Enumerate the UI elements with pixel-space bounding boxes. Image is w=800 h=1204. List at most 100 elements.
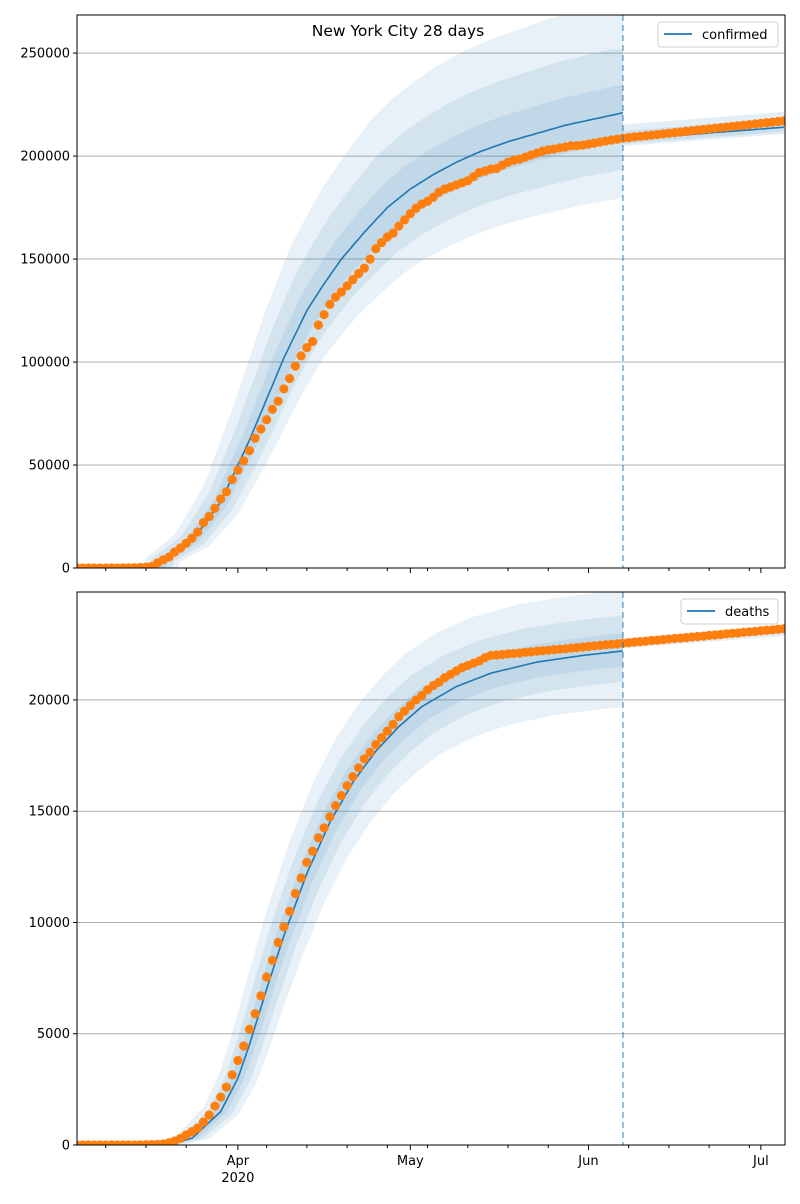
observed-point [221, 487, 232, 497]
plot-area [77, 592, 785, 1145]
observed-point [285, 373, 295, 384]
y-tick-label: 10000 [29, 916, 70, 931]
deaths-panel: 0 5000 10000 15000 20000 Apr 2020 May Jun Jul deat… [29, 591, 786, 1186]
observed-point [273, 937, 283, 948]
observed-point [187, 533, 197, 543]
confidence-band-1 [140, 49, 623, 568]
observed-point [193, 527, 203, 537]
observed-point [290, 888, 300, 899]
observed-point [365, 747, 375, 757]
observed-point [204, 511, 214, 522]
observed-point [394, 712, 404, 722]
observed-point [336, 287, 346, 297]
axes-frame [76, 14, 786, 569]
observed-point [308, 846, 318, 856]
observed-point [216, 494, 226, 504]
x-tick-label: Jul [752, 1154, 769, 1169]
observed-point [279, 384, 289, 394]
observed-point [193, 1123, 203, 1133]
observed-point [267, 404, 277, 415]
legend: confirmed [657, 21, 779, 48]
observed-point [250, 433, 260, 443]
observed-point [325, 299, 335, 309]
observed-point [302, 857, 312, 867]
observed-point [342, 281, 352, 291]
x-tick-label: May [397, 1154, 424, 1169]
legend-box [657, 21, 779, 48]
observed-point [198, 518, 209, 528]
observed-point [359, 263, 369, 273]
observed-point [296, 351, 306, 361]
observed-point [204, 1110, 214, 1120]
observed-point [244, 1024, 255, 1034]
observed-point [262, 415, 272, 425]
observed-point [239, 456, 249, 466]
observed-point [273, 396, 283, 406]
observed-point [319, 310, 329, 320]
legend-box [680, 598, 779, 625]
y-tick-label: 200000 [20, 150, 70, 165]
y-tick-label: 20000 [29, 693, 70, 708]
observed-point [348, 275, 358, 285]
x-tick-sublabel: 2020 [221, 1171, 254, 1186]
observed-point [279, 922, 289, 932]
chart-title: New York City 28 days [312, 22, 484, 40]
confidence-band-2 [140, 633, 623, 1145]
observed-point [348, 772, 358, 782]
observed-point [210, 503, 220, 513]
observed-point [342, 781, 352, 791]
y-tick-label: 15000 [29, 805, 70, 820]
observed-point [376, 237, 387, 248]
y-tick-label: 250000 [20, 47, 70, 62]
confidence-band-1 [140, 616, 623, 1145]
observed-point [382, 726, 392, 736]
observed-point [308, 336, 318, 347]
observed-point [216, 1092, 226, 1102]
observed-point [371, 244, 381, 254]
model-fit-line [163, 650, 623, 1145]
observed-point [399, 706, 410, 716]
observed-point [353, 763, 364, 773]
observed-point [285, 906, 295, 916]
confirmed-panel: 0 50000 100000 150000 200000 250000 New York C… [20, 14, 786, 577]
observed-point [336, 791, 346, 801]
y-tick-label: 50000 [29, 459, 70, 474]
confidence-band-2 [140, 85, 623, 568]
y-tick-label: 150000 [20, 253, 70, 268]
y-tick-label: 0 [62, 1139, 70, 1154]
observed-point [256, 424, 266, 434]
observed-point [262, 972, 272, 982]
observed-point [256, 991, 266, 1001]
observed-point [779, 624, 785, 634]
observed-point [244, 446, 255, 456]
observed-point [210, 1101, 220, 1111]
observed-point [365, 254, 375, 264]
observed-point [296, 873, 306, 883]
observed-point [405, 209, 415, 219]
observed-point [331, 801, 341, 811]
legend-label: deaths [725, 605, 770, 620]
observed-point [388, 228, 398, 238]
y-tick-label: 0 [62, 562, 70, 577]
legend-label: confirmed [702, 28, 768, 43]
observed-point [371, 739, 381, 750]
observed-point [290, 361, 300, 371]
observed-point [399, 215, 410, 225]
observed-point [394, 221, 404, 231]
y-tick-label: 100000 [20, 356, 70, 371]
observed-point [325, 812, 335, 822]
observed-point [302, 343, 312, 353]
observed-point [227, 474, 237, 485]
y-tick-label: 5000 [37, 1027, 70, 1042]
observed-point [233, 465, 243, 475]
observed-point [198, 1117, 209, 1127]
legend: deaths [680, 598, 779, 625]
observed-point [319, 823, 329, 833]
observed-point [388, 719, 398, 730]
observed-point [239, 1041, 249, 1051]
observed-point [227, 1070, 237, 1080]
axes-frame [76, 591, 786, 1146]
observed-point [313, 320, 323, 330]
observed-point [359, 754, 369, 764]
